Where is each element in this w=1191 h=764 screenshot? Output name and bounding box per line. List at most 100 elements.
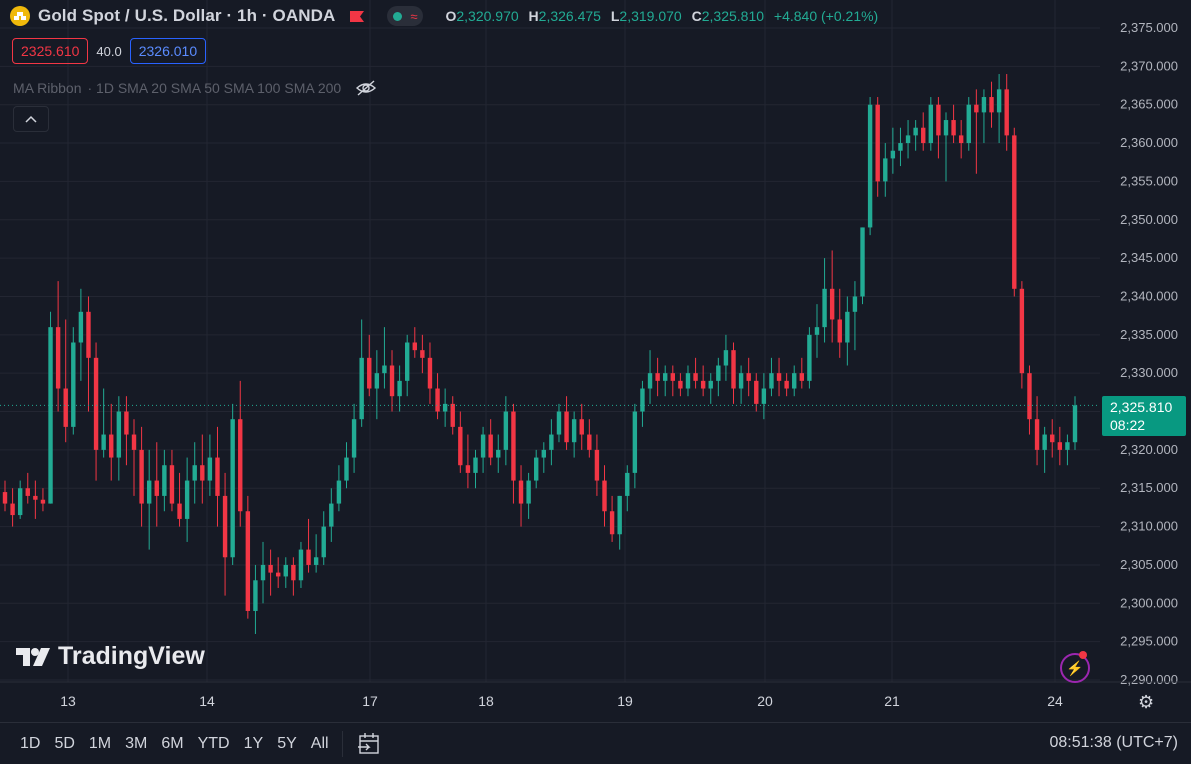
candle-body xyxy=(480,434,486,458)
range-ytd[interactable]: YTD xyxy=(197,734,230,752)
indicator-legend[interactable]: MA Ribbon · 1D SMA 20 SMA 50 SMA 100 SMA… xyxy=(13,80,377,96)
calendar-goto-icon[interactable] xyxy=(357,732,383,756)
chart-grid xyxy=(0,0,1100,682)
candle xyxy=(913,120,918,151)
candle-body xyxy=(184,480,190,519)
candle xyxy=(746,357,751,397)
candle-body xyxy=(571,419,577,443)
y-tick-label: 2,310.000 xyxy=(1120,519,1178,534)
candle xyxy=(367,334,372,397)
candle xyxy=(564,396,569,450)
candle xyxy=(503,396,509,466)
y-tick-label: 2,320.000 xyxy=(1120,442,1178,457)
lightning-icon[interactable]: ⚡ xyxy=(1060,653,1090,683)
market-status-pill[interactable]: ≈ xyxy=(387,6,424,26)
candle xyxy=(40,488,46,512)
candle xyxy=(336,465,342,512)
candle xyxy=(496,434,501,473)
x-tick-label: 19 xyxy=(617,693,633,709)
candle xyxy=(981,89,987,144)
candle xyxy=(298,541,304,588)
candle-body xyxy=(837,319,842,343)
candle-body xyxy=(799,373,805,381)
candle xyxy=(488,419,493,466)
candle xyxy=(951,104,956,144)
candle xyxy=(200,434,205,504)
candle-body xyxy=(632,411,638,473)
candle-body xyxy=(283,564,288,577)
candle xyxy=(116,396,122,481)
candle-body xyxy=(685,373,691,389)
range-1m[interactable]: 1M xyxy=(88,734,112,752)
x-tick-label: 21 xyxy=(884,693,900,709)
candle-body xyxy=(192,465,197,481)
candle xyxy=(799,357,805,389)
candle xyxy=(549,419,554,466)
candle-body xyxy=(435,388,440,412)
ohlc-values: O2,320.970 H2,326.475 L2,319.070 C2,325.… xyxy=(445,8,884,24)
range-5d[interactable]: 5D xyxy=(54,734,75,752)
symbol-title[interactable]: Gold Spot / U.S. Dollar · 1h · OANDA xyxy=(38,6,336,25)
candle-body xyxy=(822,288,827,328)
candle xyxy=(845,296,850,366)
candle xyxy=(291,557,296,596)
candle-body xyxy=(40,499,46,504)
candle-body xyxy=(875,104,880,182)
candle-body xyxy=(71,342,76,427)
candle xyxy=(78,288,84,381)
candle xyxy=(1004,74,1009,151)
candle-body xyxy=(511,411,516,481)
candle xyxy=(776,357,782,397)
candle xyxy=(594,434,600,496)
candle xyxy=(723,334,729,381)
candle xyxy=(1050,419,1055,458)
candle xyxy=(556,403,562,443)
candle xyxy=(1065,434,1070,466)
candle-body xyxy=(25,488,30,496)
candle-body xyxy=(549,434,554,450)
candle xyxy=(784,373,789,397)
candle xyxy=(700,365,706,397)
candle-body xyxy=(1072,405,1078,443)
candle xyxy=(921,112,926,151)
y-tick-label: 2,370.000 xyxy=(1120,58,1178,73)
candle-body xyxy=(594,449,600,481)
sell-button[interactable]: 2325.610 xyxy=(12,38,89,64)
candle xyxy=(875,97,880,197)
candle-body xyxy=(1065,442,1070,450)
candle-body xyxy=(905,135,911,144)
candle-body xyxy=(792,373,797,389)
candle xyxy=(169,449,175,512)
range-all[interactable]: All xyxy=(310,734,329,752)
price-axis: 2,375.000 2,370.000 2,365.000 2,360.000 2,35… xyxy=(1120,20,1178,687)
timezone-clock[interactable]: 08:51:38 (UTC+7) xyxy=(1049,734,1178,751)
candle-body xyxy=(139,449,144,504)
range-1y[interactable]: 1Y xyxy=(243,734,264,752)
ohlc-low: L2,319.070 xyxy=(610,8,682,24)
buy-button[interactable]: 2326.010 xyxy=(129,38,207,64)
candle-body xyxy=(169,465,175,504)
candle-body xyxy=(974,104,979,113)
candle-body xyxy=(389,365,395,397)
range-1d[interactable]: 1D xyxy=(20,734,41,752)
hide-eye-icon[interactable] xyxy=(355,80,377,96)
candle xyxy=(306,518,311,573)
candle-body xyxy=(867,104,873,228)
candle-body xyxy=(738,373,744,389)
candle xyxy=(450,396,455,435)
candle xyxy=(442,388,448,427)
range-5y[interactable]: 5Y xyxy=(277,734,297,752)
collapse-legend-button[interactable] xyxy=(13,106,49,132)
price-chart[interactable]: 2,375.000 2,370.000 2,365.000 2,360.000 2,35… xyxy=(0,0,1191,722)
last-price-label: 2,325.810 08:22 xyxy=(1102,396,1186,436)
range-3m[interactable]: 3M xyxy=(125,734,148,752)
candle-body xyxy=(1057,442,1063,450)
candle xyxy=(511,403,516,504)
candle-body xyxy=(275,572,281,577)
candle-body xyxy=(625,472,630,496)
candle-body xyxy=(860,227,865,297)
candle-body xyxy=(845,311,850,343)
range-6m[interactable]: 6M xyxy=(161,734,184,752)
candle-body xyxy=(207,457,213,481)
settings-gear-icon[interactable]: ⚙ xyxy=(1138,692,1155,712)
